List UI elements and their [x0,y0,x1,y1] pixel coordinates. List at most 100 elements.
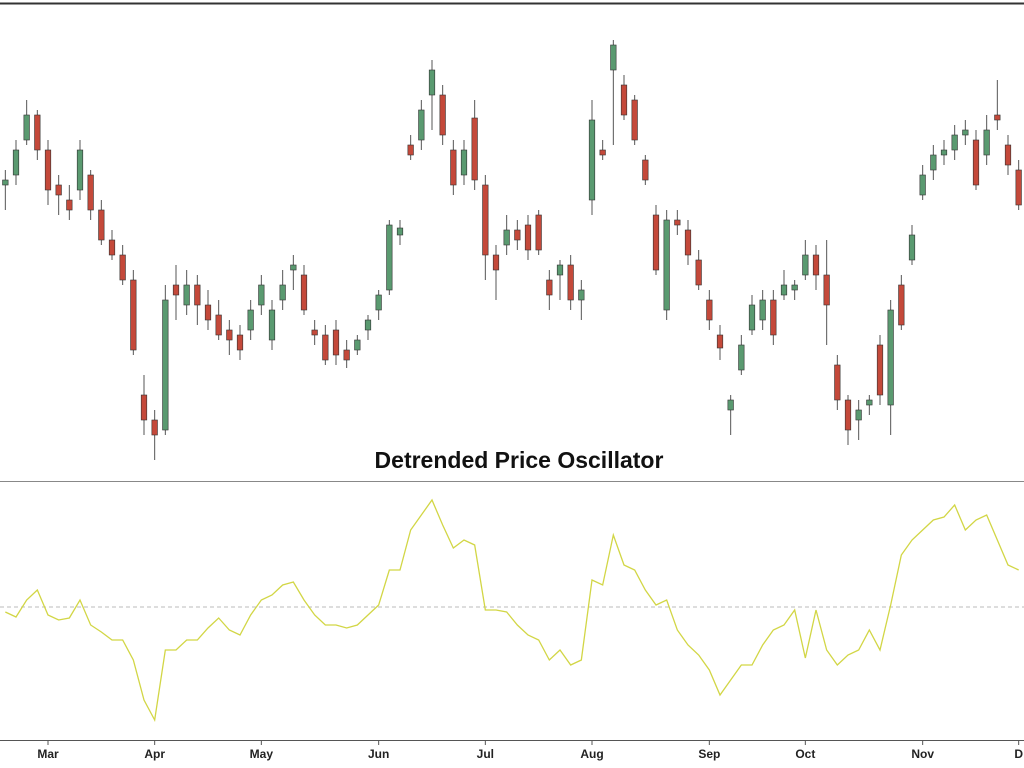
candle-body [940,149,948,156]
candle-body [898,284,905,326]
candle-body [386,224,393,291]
candle-body [738,344,745,371]
candle-body [215,314,222,336]
candle-body [951,134,958,151]
x-tick-label: Jun [368,747,389,761]
candle-body [76,149,84,191]
x-tick-label: Aug [580,747,603,761]
candle-body [268,309,276,341]
candle-body [716,334,724,349]
candle-body [343,349,350,361]
candle-body [407,144,414,156]
candle-body [919,174,926,196]
candle-body [983,129,990,156]
candle-body [695,259,702,286]
candle-body [322,334,329,361]
candle-body [930,154,937,171]
candle-body [108,239,116,256]
candle-body [311,329,318,336]
candle-body [962,129,969,136]
candle-body [876,344,884,396]
candle-body [375,294,382,311]
candle-body [183,284,190,306]
candle-body [258,284,265,306]
candle-body [492,254,500,271]
candle-body [535,214,542,251]
candle-body [855,409,862,421]
candle-body [482,184,489,256]
candle-body [23,114,30,141]
candle-body [236,334,244,351]
candle-body [578,289,585,301]
candle-body [130,279,137,351]
candle-body [1015,169,1022,206]
candle-body [844,399,852,431]
price-panel [2,40,1022,460]
candle-body [524,224,532,251]
candle-body [556,264,564,276]
candle-body [684,229,692,256]
oscillator-title: Detrended Price Oscillator [375,447,664,473]
candle-body [140,394,148,421]
x-tick-label: Apr [144,747,165,761]
candle-body [354,339,361,351]
candle-body [791,284,798,291]
candle-body [631,99,638,141]
candle-body [194,284,201,306]
x-tick-label: May [250,747,274,761]
candle-body [119,254,126,281]
candle-body [706,299,713,321]
candle-body [151,419,158,436]
candle-body [748,304,756,331]
candle-body [663,219,670,311]
candle-body [599,149,606,156]
candle-body [1004,144,1012,166]
candle-body [2,179,9,186]
candle-body [780,284,788,296]
candle-body [546,279,553,296]
candle-body [620,84,628,116]
candle-body [332,329,340,356]
x-tick-label: Jul [477,747,494,761]
candle-body [834,364,841,401]
candle-body [908,234,916,261]
candle-body [514,229,521,241]
candle-body [439,94,446,136]
x-tick-label: D [1014,747,1023,761]
x-tick-label: Nov [911,747,934,761]
candle-body [503,229,510,246]
candle-body [823,274,830,306]
candle-body [759,299,766,321]
candle-body [162,299,169,431]
candle-body [887,309,894,406]
candle-body [98,209,105,241]
candle-body [588,119,596,201]
candle-body [460,149,468,176]
candle-body [396,227,404,236]
candle-body [450,149,457,186]
candle-body [290,264,297,271]
candle-body [300,274,308,311]
candle-body [812,254,820,276]
candle-body [802,254,809,276]
candle-body [471,117,478,181]
candle-body [204,304,212,321]
candle-body [55,184,62,196]
candle-body [12,149,20,176]
candle-body [172,284,180,296]
x-tick-label: Oct [795,747,815,761]
candle-body [770,299,777,336]
candle-body [34,114,41,151]
candle-body [226,329,233,341]
candle-body [44,149,52,191]
candle-body [279,284,286,301]
candle-body [87,174,94,211]
x-tick-label: Sep [698,747,720,761]
candle-body [247,309,254,331]
candle-body [652,214,660,271]
candle-body [418,109,425,141]
candle-body [567,264,574,301]
